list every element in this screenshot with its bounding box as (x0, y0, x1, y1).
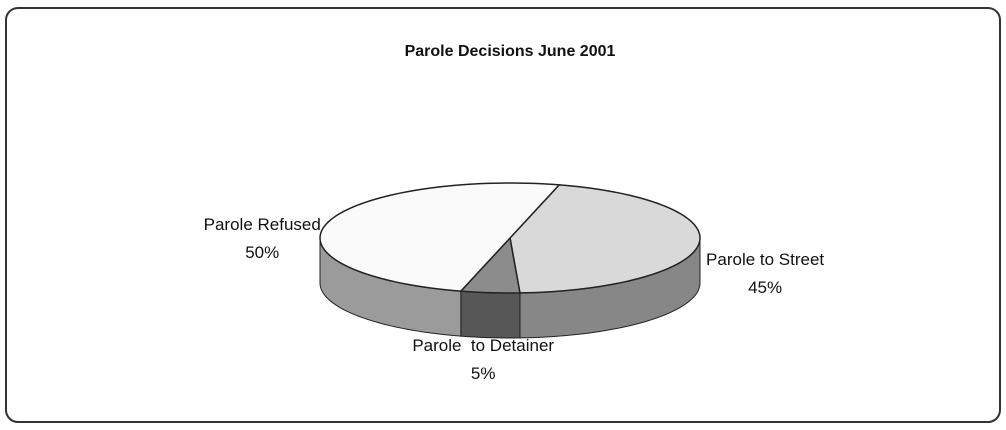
pie-slice (459, 236, 521, 294)
slice-label: Parole Refused (204, 215, 321, 234)
slice-side (460, 290, 521, 339)
slice-value-label: 50% (245, 243, 279, 262)
pie-slice (509, 184, 701, 294)
pie-slice (319, 182, 561, 292)
slice-value-label: 45% (748, 278, 782, 297)
chart-title: Parole Decisions June 2001 (405, 43, 616, 60)
slice-label: Parole to Street (706, 250, 824, 269)
slice-value-label: 5% (471, 364, 496, 383)
slice-label: Parole to Detainer (412, 336, 554, 355)
